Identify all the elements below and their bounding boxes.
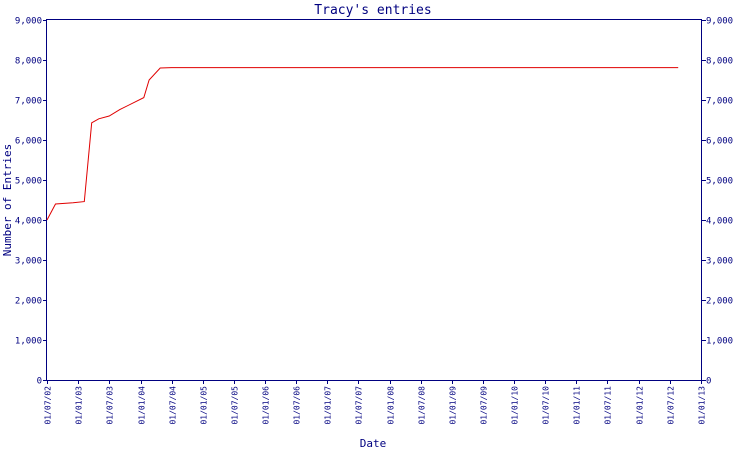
y-tick-label-left: 2,000 [15, 297, 42, 307]
x-tick-label: 01/07/12 [667, 386, 676, 425]
x-tick-label: 01/07/10 [542, 386, 551, 425]
x-tick-label: 01/01/07 [324, 386, 333, 425]
y-tick-label-left: 0 [37, 377, 42, 387]
y-tick-label-right: 1,000 [706, 337, 733, 347]
x-tick-label: 01/07/05 [231, 386, 240, 425]
y-tick-label-right: 5,000 [706, 177, 733, 187]
series-line [46, 67, 679, 221]
x-tick-label: 01/01/04 [138, 386, 147, 425]
x-tick-label: 01/07/11 [604, 386, 613, 425]
y-tick-label-left: 1,000 [15, 337, 42, 347]
y-axis-right: 0 1,000 2,000 3,000 4,000 5,000 6,000 7,000 8,00… [702, 17, 733, 387]
y-tick-label-left: 5,000 [15, 177, 42, 187]
y-tick-label-right: 8,000 [706, 57, 733, 67]
x-tick-label: 01/01/08 [387, 386, 396, 425]
x-tick-label: 01/07/07 [355, 386, 364, 425]
y-tick-label-right: 3,000 [706, 257, 733, 267]
x-tick-label: 01/01/11 [573, 386, 582, 425]
x-tick-label: 01/07/06 [293, 386, 302, 425]
y-tick-label-left: 6,000 [15, 137, 42, 147]
x-tick-label: 01/01/05 [200, 386, 209, 425]
y-tick-label-left: 3,000 [15, 257, 42, 267]
x-tick-label: 01/07/03 [106, 386, 115, 425]
chart-title: Tracy's entries [314, 3, 431, 18]
y-tick-label-left: 7,000 [15, 97, 42, 107]
y-axis-left: 0 1,000 2,000 3,000 4,000 5,000 6,000 7,000 8,00… [15, 17, 47, 387]
y-tick-label-left: 8,000 [15, 57, 42, 67]
x-tick-label: 01/07/09 [480, 386, 489, 425]
x-tick-label: 01/01/09 [449, 386, 458, 425]
y-tick-label-right: 7,000 [706, 97, 733, 107]
y-axis-label: Number of Entries [1, 144, 14, 257]
x-tick-label: 01/01/10 [511, 386, 520, 425]
y-tick-label-right: 9,000 [706, 17, 733, 27]
y-tick-label-left: 4,000 [15, 217, 42, 227]
x-tick-label: 01/07/04 [169, 386, 178, 425]
x-tick-label: 01/07/02 [44, 386, 53, 425]
y-tick-label-right: 6,000 [706, 137, 733, 147]
x-tick-label: 01/01/12 [636, 386, 645, 425]
x-tick-label: 01/01/03 [75, 386, 84, 425]
x-tick-label: 01/07/08 [418, 386, 427, 425]
y-tick-label-left: 9,000 [15, 17, 42, 27]
y-tick-label-right: 0 [706, 377, 711, 387]
x-tick-label: 01/01/06 [262, 386, 271, 425]
x-axis: 01/07/02 01/01/03 01/07/03 01/01/04 01/07/04… [44, 380, 707, 425]
plot-frame [46, 19, 702, 381]
x-axis-label: Date [360, 437, 387, 450]
y-tick-label-right: 4,000 [706, 217, 733, 227]
y-tick-label-right: 2,000 [706, 297, 733, 307]
x-tick-label: 01/01/13 [698, 386, 707, 425]
